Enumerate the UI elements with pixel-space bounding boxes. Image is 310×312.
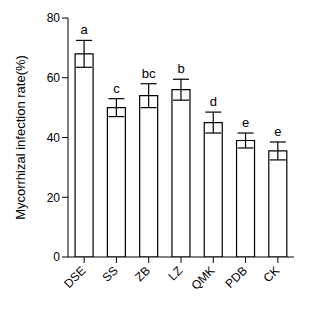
svg-text:60: 60 — [47, 71, 61, 85]
svg-text:QMK: QMK — [188, 263, 217, 292]
svg-text:a: a — [81, 22, 89, 37]
svg-text:DSE: DSE — [61, 263, 88, 290]
svg-text:bc: bc — [142, 66, 156, 81]
svg-text:CK: CK — [261, 263, 283, 285]
svg-text:Mycorrhizal infection rate(%): Mycorrhizal infection rate(%) — [13, 55, 28, 220]
svg-text:b: b — [177, 61, 184, 76]
svg-text:e: e — [242, 115, 249, 130]
svg-text:SS: SS — [100, 263, 121, 284]
svg-text:e: e — [274, 124, 281, 139]
svg-text:40: 40 — [47, 131, 61, 145]
svg-text:LZ: LZ — [166, 263, 186, 283]
svg-text:ZB: ZB — [132, 263, 153, 284]
svg-text:c: c — [113, 81, 120, 96]
svg-text:PDB: PDB — [223, 263, 250, 290]
svg-text:0: 0 — [53, 250, 60, 264]
svg-text:80: 80 — [47, 11, 61, 25]
svg-text:d: d — [210, 94, 217, 109]
svg-text:20: 20 — [47, 191, 61, 205]
